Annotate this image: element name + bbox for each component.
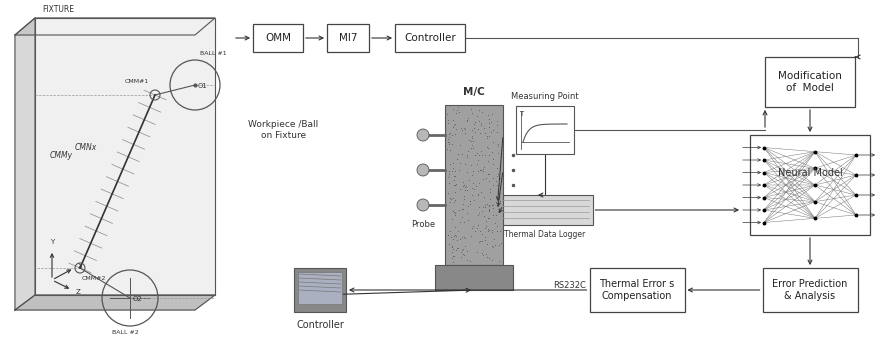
Polygon shape xyxy=(15,18,35,310)
Text: M/C: M/C xyxy=(463,87,485,97)
Text: Probe: Probe xyxy=(411,220,435,229)
Text: CMM#1: CMM#1 xyxy=(125,79,150,84)
Text: Neural Model: Neural Model xyxy=(778,168,842,178)
Text: Error Prediction
& Analysis: Error Prediction & Analysis xyxy=(772,279,847,301)
FancyBboxPatch shape xyxy=(435,265,513,290)
Text: BALL #1: BALL #1 xyxy=(200,51,226,56)
FancyBboxPatch shape xyxy=(765,57,855,107)
Polygon shape xyxy=(15,18,215,35)
FancyBboxPatch shape xyxy=(327,24,369,52)
Text: Controller: Controller xyxy=(405,33,456,43)
Text: BALL #2: BALL #2 xyxy=(111,330,138,335)
FancyBboxPatch shape xyxy=(298,272,342,304)
Text: T: T xyxy=(519,111,523,117)
FancyBboxPatch shape xyxy=(750,135,870,235)
Text: Thermal Data Logger: Thermal Data Logger xyxy=(504,230,585,239)
Text: Z: Z xyxy=(76,289,81,295)
FancyBboxPatch shape xyxy=(497,195,593,225)
Text: OMM: OMM xyxy=(265,33,291,43)
Text: RS232C: RS232C xyxy=(552,281,585,291)
Text: X: X xyxy=(78,263,83,269)
Text: FIXTURE: FIXTURE xyxy=(42,5,74,14)
FancyBboxPatch shape xyxy=(763,268,857,312)
Text: Modification
of  Model: Modification of Model xyxy=(778,71,842,93)
Circle shape xyxy=(417,129,429,141)
Text: Measuring Point: Measuring Point xyxy=(511,92,579,101)
FancyBboxPatch shape xyxy=(516,106,574,154)
FancyBboxPatch shape xyxy=(445,105,503,265)
FancyBboxPatch shape xyxy=(590,268,684,312)
Polygon shape xyxy=(15,295,215,310)
Text: O1: O1 xyxy=(198,83,208,89)
FancyBboxPatch shape xyxy=(294,268,346,312)
Text: Controller: Controller xyxy=(296,320,344,330)
Text: CMNx: CMNx xyxy=(75,143,97,153)
Text: Y: Y xyxy=(50,239,54,245)
Text: O2: O2 xyxy=(133,296,143,302)
Text: CMM#2: CMM#2 xyxy=(82,276,106,281)
Circle shape xyxy=(417,199,429,211)
Text: CMMy: CMMy xyxy=(50,150,73,160)
FancyBboxPatch shape xyxy=(253,24,303,52)
Polygon shape xyxy=(35,18,215,295)
Text: MI7: MI7 xyxy=(339,33,357,43)
Text: Thermal Error s
Compensation: Thermal Error s Compensation xyxy=(600,279,674,301)
Circle shape xyxy=(417,164,429,176)
FancyBboxPatch shape xyxy=(395,24,465,52)
Text: Workpiece /Ball
on Fixture: Workpiece /Ball on Fixture xyxy=(248,120,318,140)
